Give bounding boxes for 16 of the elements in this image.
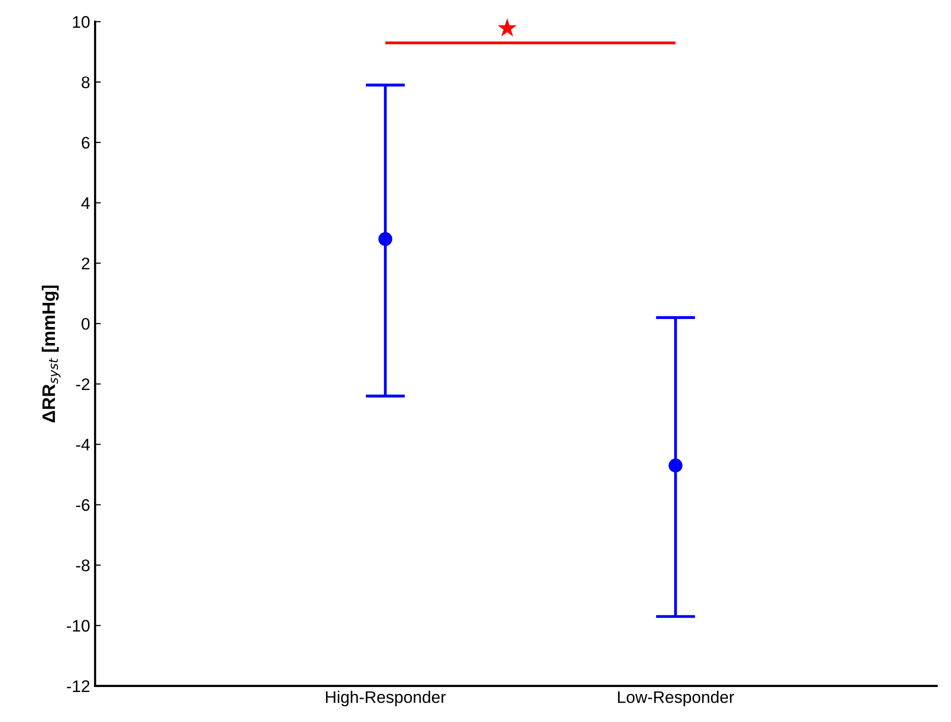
y-tick-label: 10 (72, 16, 90, 28)
y-axis-title: ΔRR$_{syst}$ [mmHg] (42, 286, 60, 422)
y-tick-label: -4 (76, 438, 90, 450)
y-tick-label: -12 (66, 680, 90, 692)
annotation: ★ (498, 18, 517, 36)
x-tick-label: Low-Responder (618, 690, 734, 706)
y-tick-label: 8 (82, 76, 90, 88)
y-tick-label: -8 (76, 560, 90, 572)
y-tick-label: -6 (76, 499, 90, 511)
y-tick-label: 4 (81, 197, 90, 209)
y-tick-label: 2 (82, 258, 90, 270)
y-tick-label: -10 (66, 620, 90, 632)
y-tick-label: -2 (76, 378, 90, 390)
y-tick-label: 0 (82, 318, 90, 330)
y-tick-label: 6 (82, 136, 90, 149)
x-tick-label: High-Responder (326, 690, 446, 706)
